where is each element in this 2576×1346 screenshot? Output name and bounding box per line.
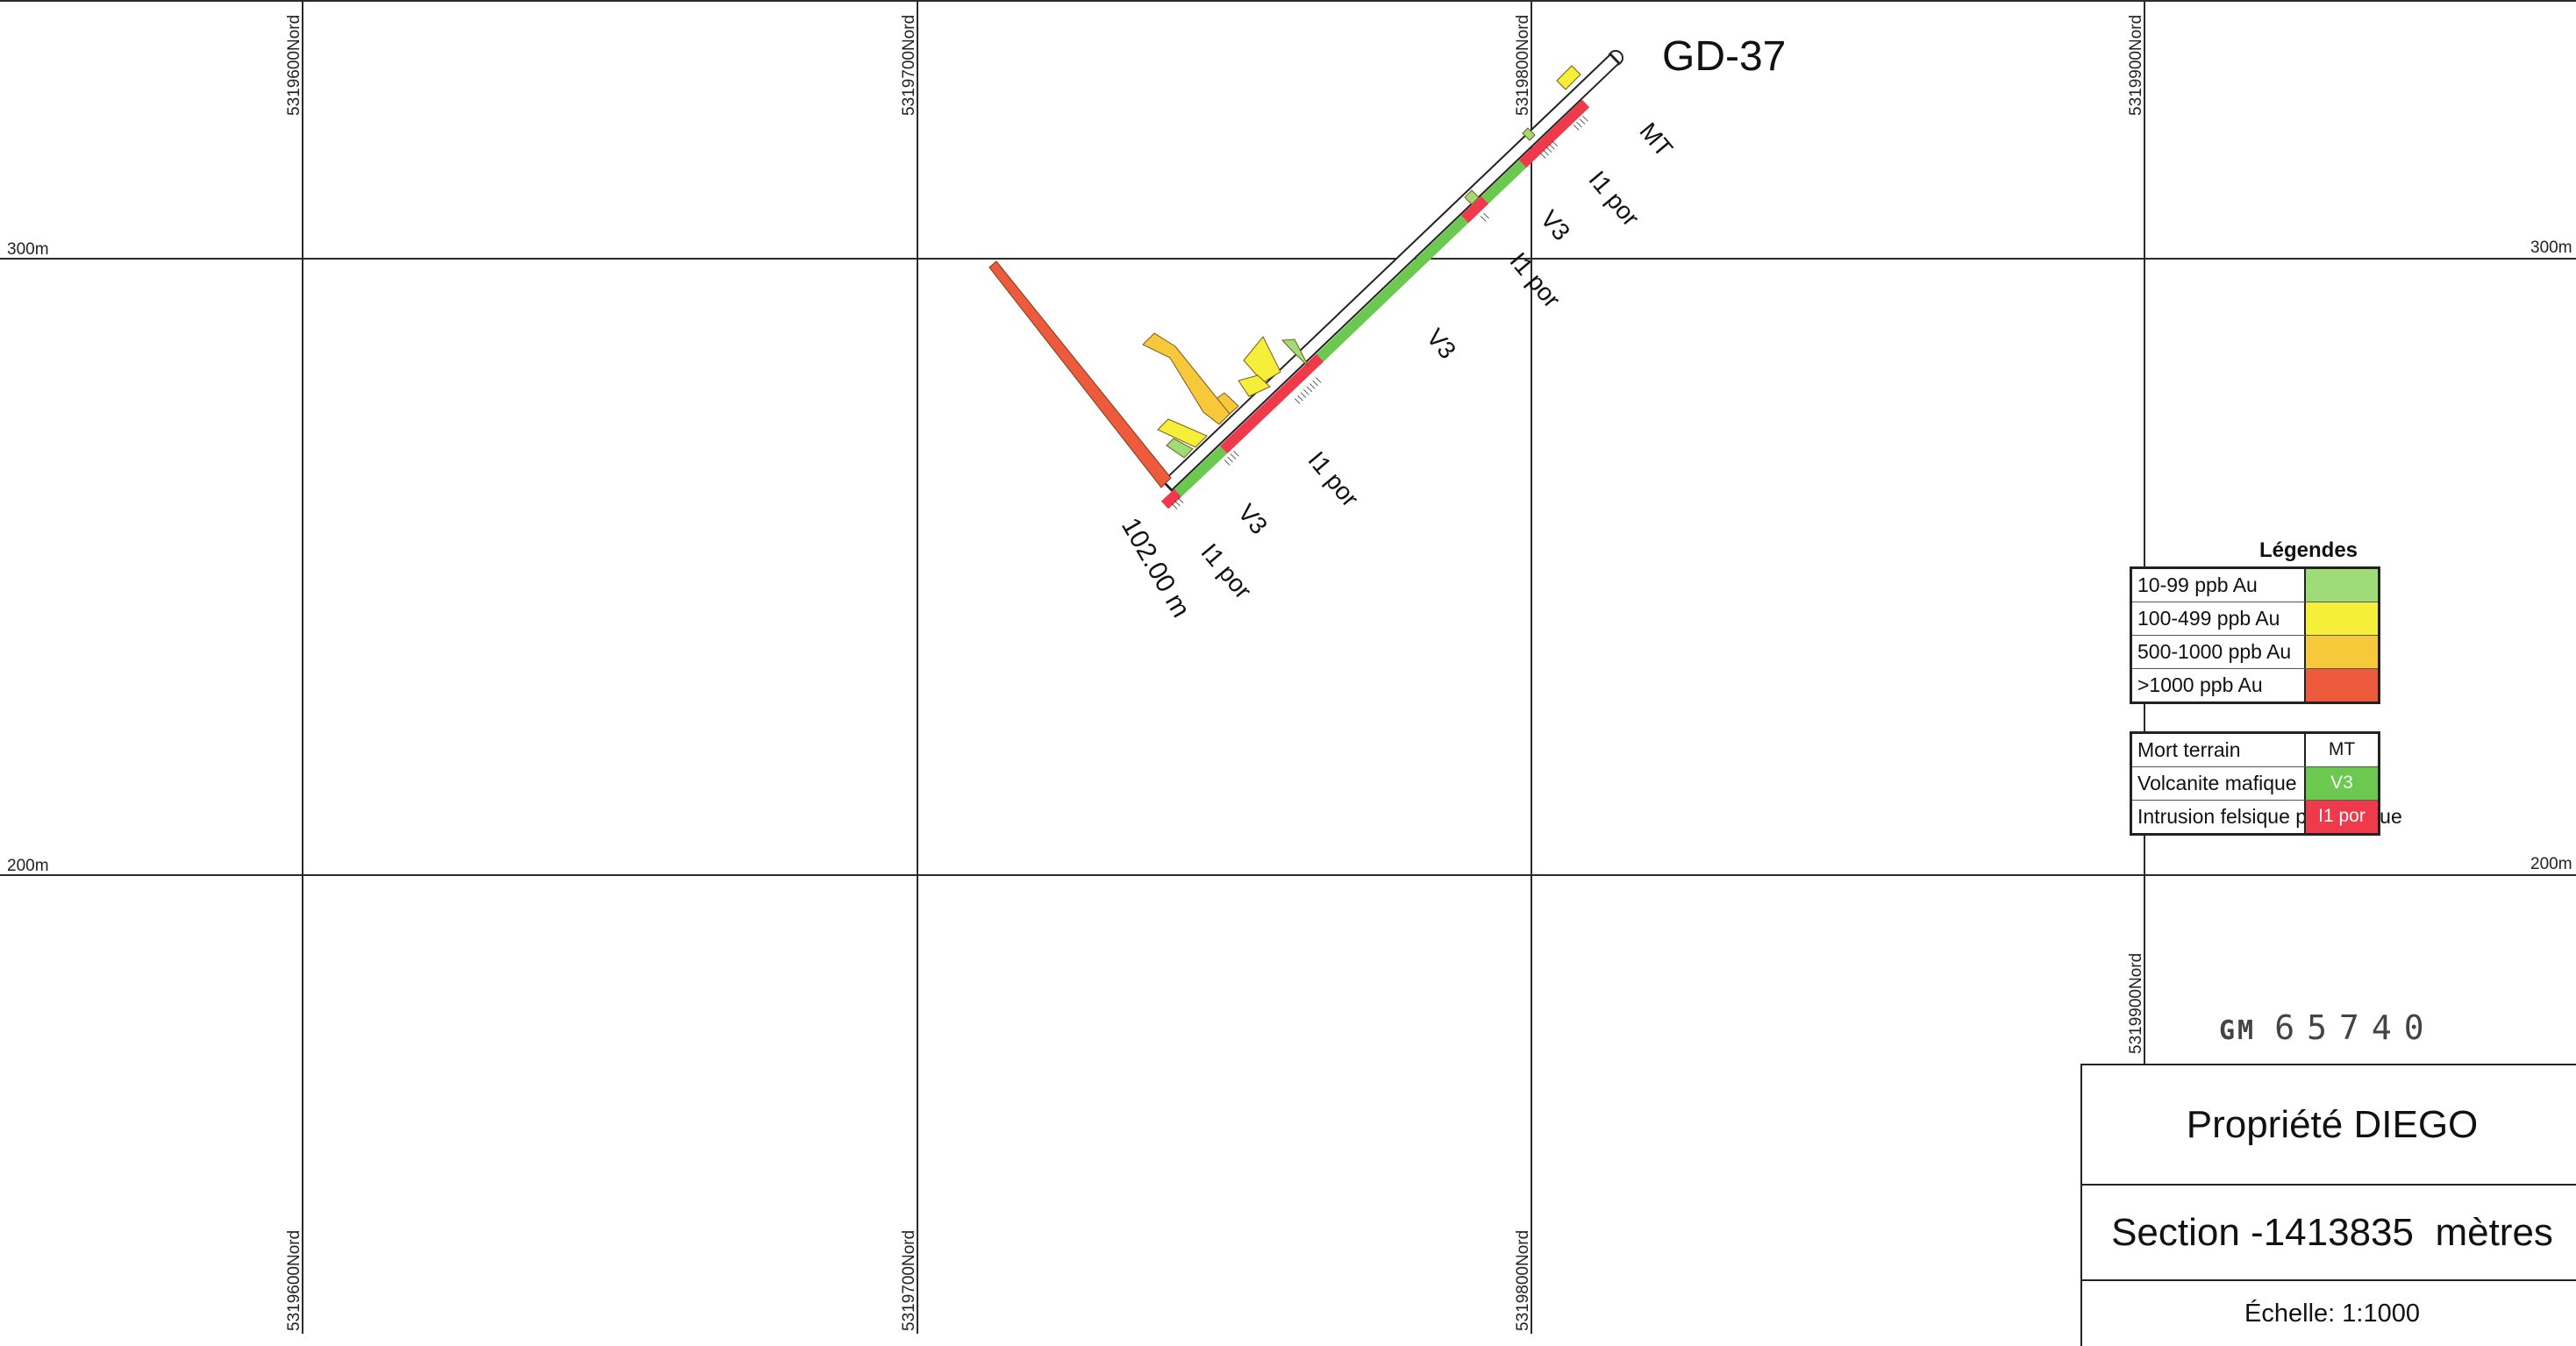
legend-code: I1 por — [2304, 801, 2378, 833]
legend-code: MT — [2304, 734, 2378, 766]
grid-top-border — [0, 0, 2576, 2]
unit-label-v3: V3 — [1232, 499, 1273, 539]
assay-bar — [1157, 418, 1208, 448]
sample-tick: | | — [1479, 211, 1489, 222]
unit-label-v3: V3 — [1421, 324, 1461, 364]
assay-bar — [1522, 127, 1536, 141]
grid-vline-5319800 — [1531, 0, 1532, 1334]
assay-bar-gt1000 — [988, 260, 1172, 488]
legend-row: 500-1000 ppb Au — [2132, 636, 2378, 669]
assay-bar — [1464, 189, 1480, 205]
legend-row: 10-99 ppb Au — [2132, 569, 2378, 602]
hole-name: GD-37 — [1662, 33, 1786, 80]
elevation-label-200-right: 200m — [2530, 855, 2572, 873]
legend-label: 100-499 ppb Au — [2137, 607, 2280, 630]
legend-label: Volcanite mafique — [2137, 772, 2297, 794]
archive-stamp: GM 65740 — [2219, 1008, 2437, 1047]
sample-ticks: | | | | | | | | | | | | | | | | | | | | … — [1170, 114, 1588, 509]
elevation-label-200-left: 200m — [7, 857, 49, 875]
legend-code: V3 — [2304, 767, 2378, 800]
assay-bar — [1556, 65, 1581, 90]
litho-i1por-segment — [1160, 488, 1182, 509]
legend-swatch — [2304, 602, 2378, 635]
unit-label-i1por: I1 por — [1504, 247, 1566, 313]
litho-v3-segment — [1174, 445, 1228, 497]
unit-label-v3: V3 — [1535, 205, 1575, 246]
litho-i1por-segment — [1219, 353, 1324, 454]
legend-swatch — [2304, 669, 2378, 701]
legend-row: >1000 ppb Au — [2132, 669, 2378, 701]
unit-label-i1por: I1 por — [1302, 446, 1364, 512]
unit-label-i1por: I1 por — [1195, 538, 1257, 604]
property-name: Propriété DIEGO — [2082, 1065, 2576, 1186]
litho-v3-segment — [1316, 215, 1469, 362]
grid-vline-5319600 — [302, 0, 303, 1334]
title-block: Propriété DIEGO Section -1413835 mètres … — [2080, 1064, 2576, 1346]
legend-assay: 10-99 ppb Au 100-499 ppb Au 500-1000 ppb… — [2130, 566, 2380, 704]
legend-row: Mort terrain MT — [2132, 734, 2378, 767]
legend-row: 100-499 ppb Au — [2132, 602, 2378, 636]
assay-bar — [1238, 374, 1271, 397]
legend-row: Volcanite mafique V3 — [2132, 767, 2378, 801]
legend-label: 10-99 ppb Au — [2137, 573, 2258, 596]
assay-bar — [1243, 336, 1281, 383]
hole-depth-label: 102.00 m — [1116, 513, 1195, 623]
grid-vline-5319700 — [917, 0, 918, 1334]
unit-label-mt: MT — [1634, 118, 1678, 162]
legend-label: 500-1000 ppb Au — [2137, 640, 2292, 663]
legend-title: Légendes — [2259, 538, 2358, 562]
hole-trace-fill — [1164, 55, 1618, 489]
stamp-number: 65740 — [2274, 1008, 2437, 1047]
litho-i1por-segment — [1460, 196, 1489, 224]
legend-label: >1000 ppb Au — [2137, 673, 2263, 696]
grid-hline-300m — [0, 258, 2576, 260]
legend-label: Mort terrain — [2137, 738, 2241, 761]
section-name: Section -1413835 mètres — [2082, 1186, 2576, 1281]
assay-bar — [1166, 438, 1194, 459]
elevation-label-300-left: 300m — [7, 240, 49, 259]
stamp-prefix: GM — [2219, 1015, 2257, 1046]
scale-label: Échelle: 1:1000 — [2244, 1300, 2420, 1328]
legend-lithology: Mort terrain MT Volcanite mafique V3 Int… — [2130, 731, 2402, 836]
legend-swatch — [2304, 569, 2378, 602]
legend-swatch — [2304, 636, 2378, 668]
litho-i1por-segment — [1518, 99, 1590, 168]
assay-histogram — [1142, 65, 1581, 459]
legend-row: Intrusion felsique porphyrique I1 por — [2132, 801, 2402, 833]
litho-v3-segment — [1481, 160, 1527, 204]
assay-bar — [1281, 338, 1309, 367]
elevation-label-300-right: 300m — [2530, 239, 2572, 257]
assay-bar — [1142, 332, 1231, 425]
unit-label-i1por: I1 por — [1583, 166, 1645, 231]
grid-hline-200m — [0, 874, 2576, 876]
